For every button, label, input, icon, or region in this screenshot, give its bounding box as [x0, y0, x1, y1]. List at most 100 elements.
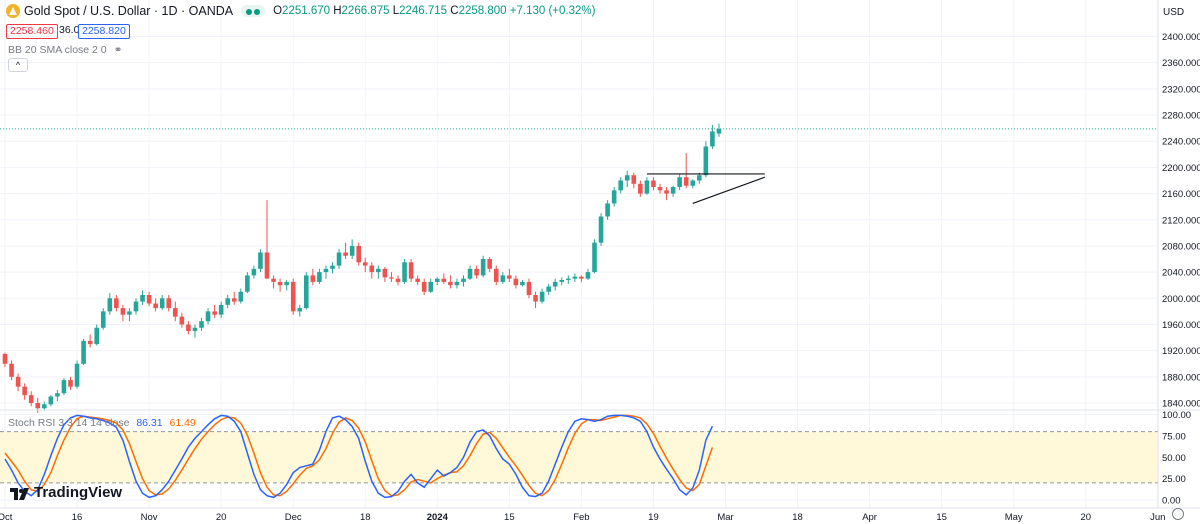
time-tick-label: Dec: [285, 512, 302, 523]
candle-up: [107, 298, 113, 312]
market-status-icon[interactable]: [241, 5, 266, 17]
candle-up: [467, 268, 473, 279]
candle-down: [9, 363, 14, 377]
bb-indicator-legend[interactable]: BB 20 SMA close 2 0 ⚭: [8, 44, 122, 56]
candle-up: [592, 242, 597, 273]
tradingview-wordmark: TradingView: [34, 484, 123, 501]
candle-up: [225, 298, 230, 305]
candle-up: [330, 265, 335, 269]
candle-down: [579, 276, 584, 279]
time-tick-label: Oct: [0, 512, 13, 523]
stoch-d-line: [4, 414, 714, 497]
ohlc-open: 2251.670: [282, 5, 331, 17]
price-tick-label: 2280.000: [1162, 111, 1200, 122]
tradingview-logo[interactable]: TradingView: [10, 484, 122, 501]
candle-down: [513, 278, 519, 286]
price-tick-label: 2040.000: [1162, 268, 1200, 279]
candle-down: [68, 380, 73, 387]
candle-down: [487, 259, 492, 269]
candle-down: [683, 177, 689, 186]
candle-up: [520, 281, 525, 286]
candle-down: [146, 295, 152, 304]
candle-down: [657, 187, 663, 191]
candle-up: [710, 131, 715, 147]
candle-up: [402, 262, 407, 282]
grid-lines: [0, 0, 1200, 509]
time-tick-label: 18: [360, 512, 371, 523]
candle-down: [166, 298, 172, 309]
currency-selector[interactable]: USD: [1163, 7, 1185, 18]
candle-up: [94, 327, 99, 345]
candle-up: [140, 295, 145, 302]
candle-down: [395, 278, 401, 282]
candle-down: [35, 403, 41, 409]
stoch-tick-label: 100.00: [1162, 410, 1191, 421]
stoch-d-value: 61.49: [169, 417, 196, 429]
candle-up: [304, 275, 309, 309]
time-axis-ticks[interactable]: Oct 16 Nov 20 Dec 18 2024 15 Feb 19 Mar 18 Apr 15 May 2…: [0, 512, 1200, 523]
stoch-tick-label: 75.00: [1162, 431, 1186, 442]
price-tick-label: 2080.000: [1162, 241, 1200, 252]
candle-down: [15, 376, 21, 387]
stoch-axis-ticks[interactable]: 100.00 75.00 50.00 25.00 0.00: [1162, 410, 1191, 507]
settings-gear-icon[interactable]: [1172, 508, 1184, 520]
candle-up: [199, 321, 204, 328]
candle-up: [480, 259, 486, 276]
candle-down: [87, 340, 93, 345]
candle-down: [179, 316, 185, 325]
candle-down: [212, 311, 217, 315]
price-tick-label: 2200.000: [1162, 163, 1200, 174]
symbol-title[interactable]: Gold Spot / U.S. Dollar · 1D · OANDA: [24, 4, 234, 18]
candle-up: [297, 308, 303, 312]
candle-down: [290, 281, 296, 312]
candle-up: [697, 175, 702, 181]
eye-off-icon[interactable]: ⚭: [113, 44, 123, 56]
candle-down: [507, 275, 512, 279]
price-tick-label: 2400.000: [1162, 32, 1200, 43]
stoch-tick-label: 0.00: [1162, 496, 1181, 507]
stoch-tick-label: 25.00: [1162, 474, 1186, 485]
stoch-overbought-oversold-band: [0, 431, 1158, 483]
candle-up: [546, 286, 551, 292]
candle-up: [55, 393, 60, 397]
candle-down: [369, 265, 375, 273]
time-tick-label: 19: [648, 512, 659, 523]
price-tick-label: 2240.000: [1162, 137, 1200, 148]
candle-up: [461, 278, 466, 282]
price-tick-label: 2360.000: [1162, 58, 1200, 69]
candle-down: [448, 281, 453, 286]
stoch-legend[interactable]: Stoch RSI 3 3 14 14 close 86.31 61.49: [8, 417, 196, 429]
price-tick-label: 1920.000: [1162, 346, 1200, 357]
candle-down: [631, 175, 637, 184]
candle-up: [74, 363, 80, 387]
candle-up: [127, 311, 132, 315]
candle-up: [192, 327, 198, 332]
candle-down: [310, 275, 316, 282]
candle-down: [441, 278, 447, 282]
candle-up: [677, 177, 682, 188]
candle-up: [559, 279, 565, 282]
price-tick-label: 1960.000: [1162, 320, 1200, 331]
time-tick-label: 20: [216, 512, 227, 523]
candle-up: [245, 275, 250, 292]
ask-button[interactable]: 2258.820: [78, 24, 130, 39]
candle-up: [133, 301, 139, 312]
candle-up: [428, 281, 434, 292]
time-tick-label: 15: [936, 512, 947, 523]
ohlc-close: 2258.800: [458, 5, 507, 17]
candle-down: [264, 252, 270, 279]
candle-down: [22, 386, 27, 396]
stoch-band-lines: [0, 431, 1158, 484]
candle-up: [703, 146, 709, 176]
candlestick-series: [2, 123, 722, 413]
triangle-trendlines[interactable]: [646, 173, 766, 204]
ohlc-readout: O2251.670 H2266.875 L2246.715 C2258.800 …: [273, 5, 596, 17]
stoch-k-line: [4, 414, 714, 499]
time-tick-label: 2024: [427, 512, 449, 523]
candle-up: [572, 276, 578, 279]
bid-button[interactable]: 2258.460: [6, 24, 58, 39]
candle-up: [644, 180, 650, 194]
collapse-legend-button[interactable]: ^: [8, 58, 28, 72]
price-axis-ticks[interactable]: 2400.000 2360.000 2320.000 2280.000 2240.000…: [1162, 32, 1200, 410]
